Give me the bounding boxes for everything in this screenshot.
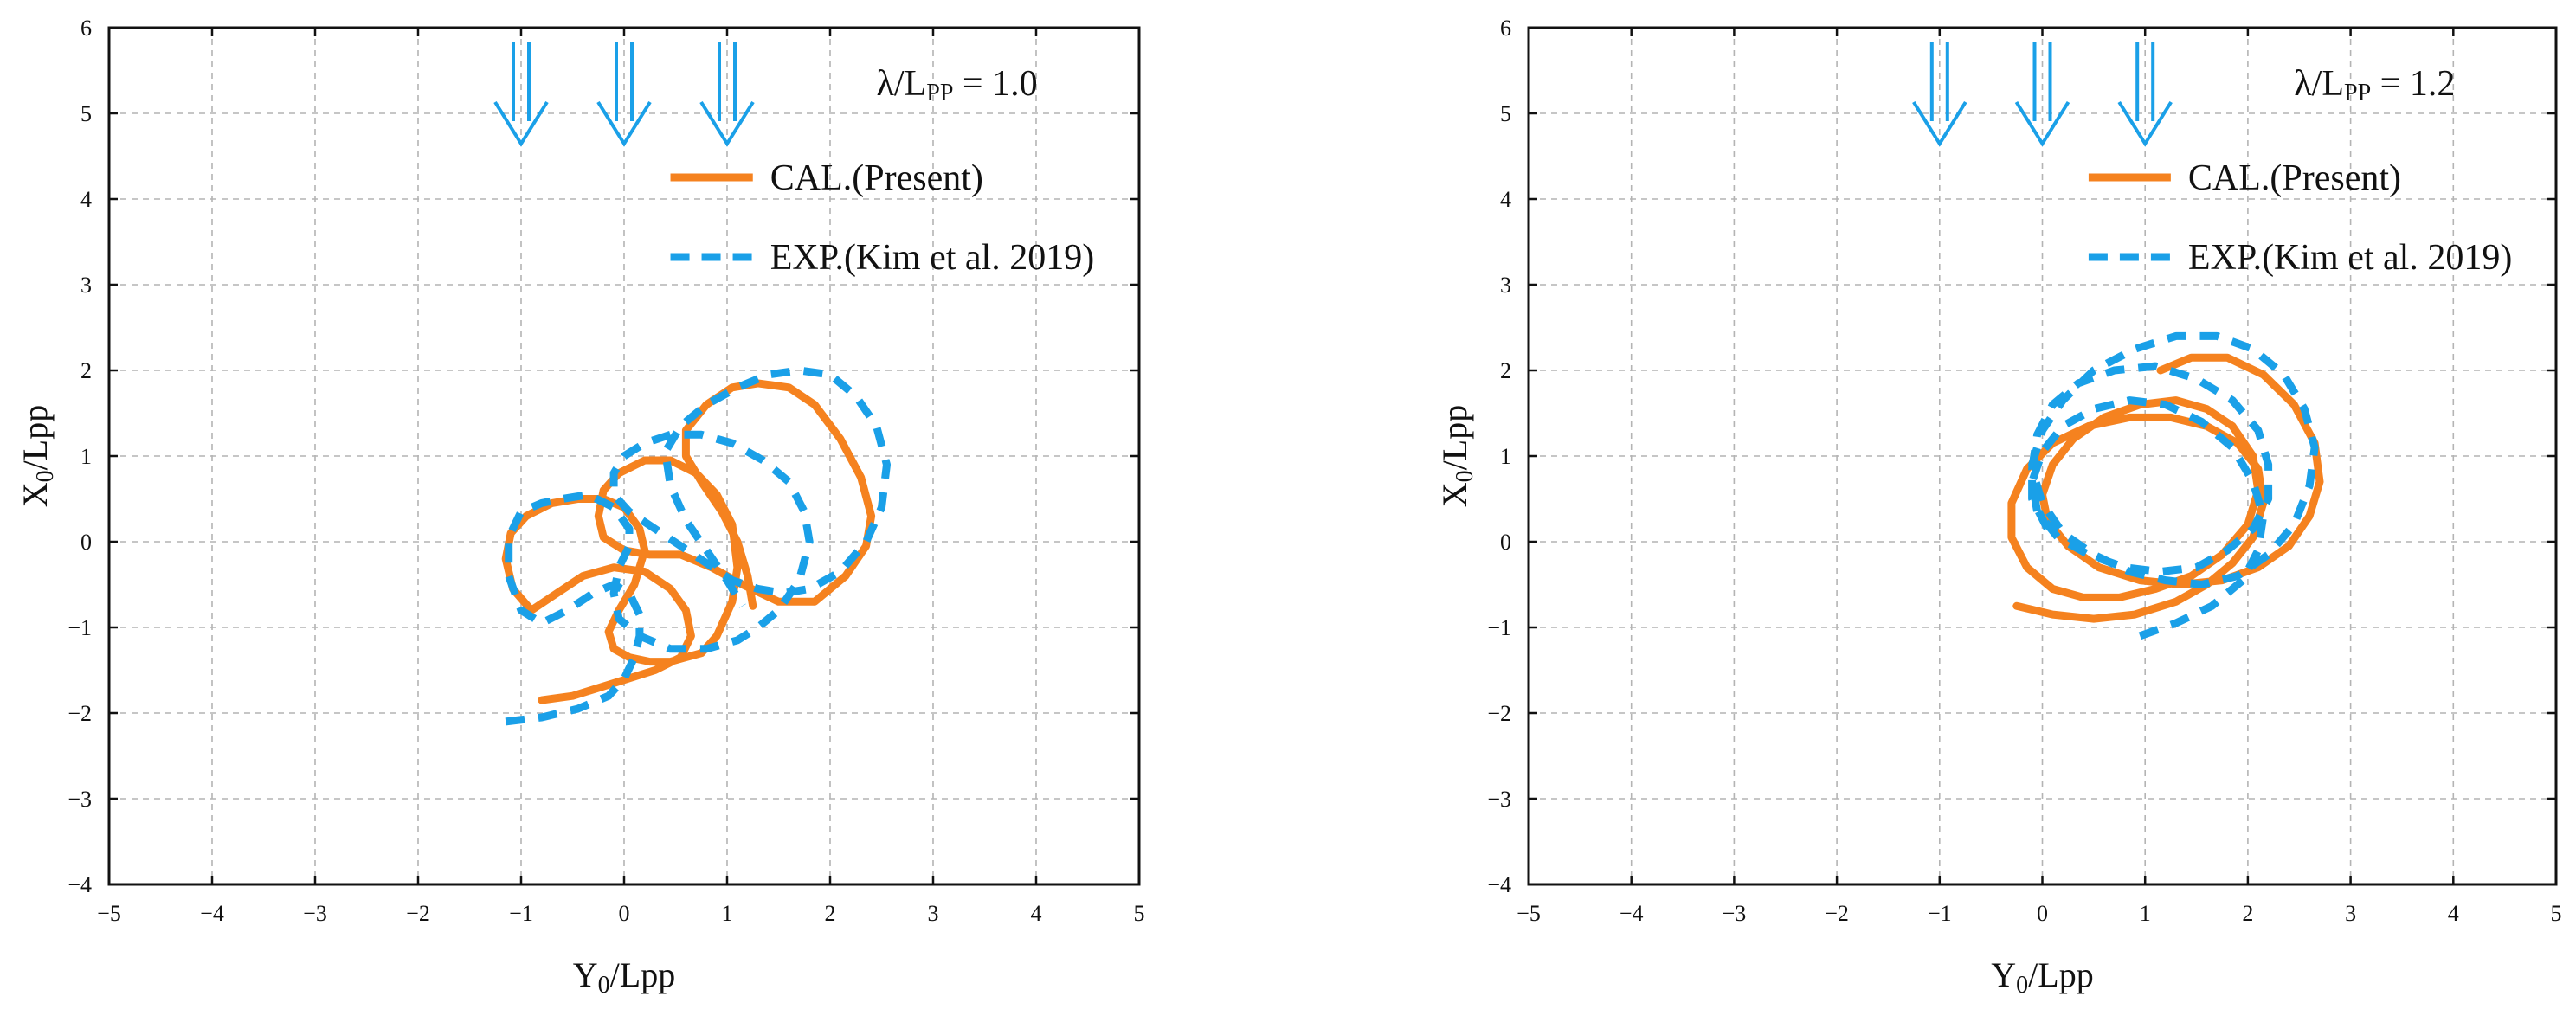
x-tick-label: −1 [1928,901,1952,926]
x-tick-labels: −5 −4 −3 −2 −1 0 1 2 3 4 5 [1517,28,2562,926]
y-tick-label: 6 [80,16,92,41]
y-tick-labels: −4 −3 −2 −1 0 1 2 3 4 5 6 [68,16,1139,897]
y-tick-label: 0 [1500,530,1511,555]
wave-direction-arrow [493,42,549,147]
x-tick-label: −1 [509,901,533,926]
wavelength-ratio-label: λ/LPP = 1.2 [2294,64,2455,106]
x-tick-label: 0 [2037,901,2048,926]
legend-label-exp: EXP.(Kim et al. 2019) [2188,238,2512,278]
x-tick-labels: −5 −4 −3 −2 −1 0 1 2 3 4 5 [97,28,1145,926]
wavelength-ratio-label: λ/LPP = 1.0 [877,64,1038,106]
x-tick-label: 4 [1031,901,1042,926]
y-tick-label: 5 [80,101,92,126]
x-tick-label: 3 [2345,901,2356,926]
y-tick-label: −2 [68,701,92,726]
x-tick-label: −4 [1620,901,1644,926]
y-tick-label: 0 [80,530,92,555]
y-tick-label: 4 [80,187,92,212]
x-tick-label: 2 [2242,901,2253,926]
y-tick-label: 6 [1500,16,1511,41]
series-layer [501,366,891,726]
y-axis-title: X0/Lpp [16,405,59,507]
wave-direction-arrow [1912,42,1967,147]
wave-arrows [493,42,755,147]
x-tick-label: −3 [1723,901,1747,926]
y-tick-label: 1 [80,444,92,469]
legend-label-cal: CAL.(Present) [2188,158,2401,198]
y-tick-label: 3 [1500,273,1511,298]
y-axis-title: X0/Lpp [1435,405,1478,507]
y-tick-label: 5 [1500,101,1511,126]
wave-direction-arrow [2117,42,2173,147]
y-tick-label: 4 [1500,187,1511,212]
y-tick-label: −4 [68,872,92,897]
x-tick-label: 3 [928,901,939,926]
series-line-exp [505,366,891,726]
y-tick-label: 2 [80,358,92,383]
series-line-exp [2028,331,2319,640]
x-tick-label: −3 [303,901,327,926]
x-tick-label: 0 [619,901,630,926]
x-tick-label: 1 [722,901,733,926]
y-tick-label: −3 [68,787,92,812]
grid [1529,28,2556,884]
y-tick-label: 1 [1500,444,1511,469]
y-tick-label: −2 [1487,701,1511,726]
legend-label-exp: EXP.(Kim et al. 2019) [770,238,1094,278]
legend: CAL.(Present) EXP.(Kim et al. 2019) [670,158,1094,278]
y-tick-label: 2 [1500,358,1511,383]
x-tick-label: −2 [1825,901,1849,926]
y-tick-label: −4 [1487,872,1511,897]
x-tick-label: 5 [2551,901,2562,926]
wave-direction-arrow [2014,42,2070,147]
x-tick-label: −5 [1517,901,1541,926]
legend: CAL.(Present) EXP.(Kim et al. 2019) [2088,158,2512,278]
x-tick-label: 5 [1134,901,1145,926]
x-tick-label: 1 [2140,901,2151,926]
wave-direction-arrow [699,42,755,147]
x-tick-label: −2 [406,901,430,926]
wave-direction-arrow [596,42,652,147]
series-layer [2007,331,2324,640]
legend-label-cal: CAL.(Present) [770,158,983,198]
wave-arrows [1912,42,2173,147]
series-line-cal [2007,353,2324,623]
x-tick-label: 2 [825,901,836,926]
y-tick-labels: −4 −3 −2 −1 0 1 2 3 4 5 6 [1487,16,2556,897]
y-tick-label: −1 [68,615,92,640]
x-axis-title: Y0/Lpp [573,955,675,999]
y-tick-label: −1 [1487,615,1511,640]
x-tick-label: −5 [97,901,121,926]
y-tick-label: 3 [80,273,92,298]
grid [109,28,1139,884]
x-tick-label: 4 [2448,901,2459,926]
x-axis-title: Y0/Lpp [1991,955,2093,999]
x-tick-label: −4 [200,901,224,926]
y-tick-label: −3 [1487,787,1511,812]
